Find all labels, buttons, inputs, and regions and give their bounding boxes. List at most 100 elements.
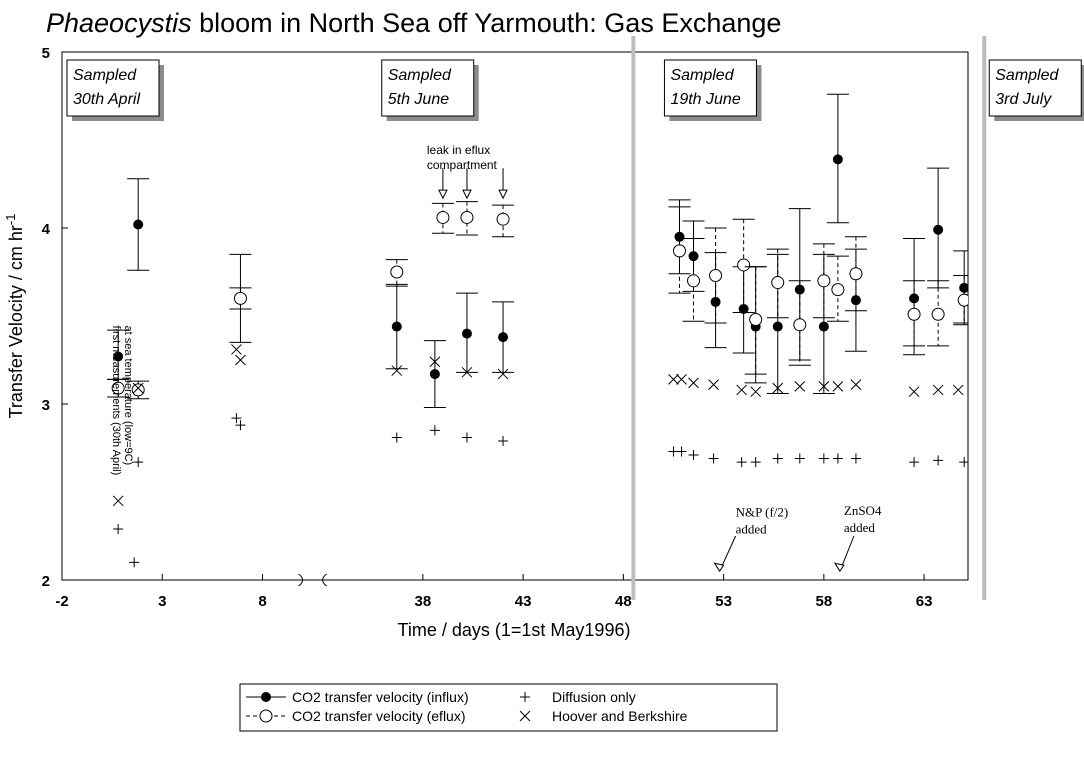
data-point-eflux — [831, 283, 845, 297]
data-point-influx — [738, 303, 749, 314]
data-point-eflux — [687, 274, 701, 288]
x-tick-label: 58 — [816, 593, 833, 610]
data-point-hoover — [850, 379, 862, 390]
data-point-hoover — [750, 386, 762, 398]
data-point-diffusion — [235, 420, 246, 431]
sample-box — [663, 59, 757, 117]
data-point-influx — [818, 321, 829, 332]
sample-box — [66, 59, 160, 117]
data-point-eflux — [737, 258, 751, 272]
annotation-leak-text: leak in eflux — [427, 143, 490, 157]
data-point-diffusion — [113, 523, 124, 534]
data-point-eflux — [771, 276, 785, 290]
data-point-diffusion — [231, 413, 242, 424]
data-point-diffusion — [498, 435, 509, 446]
legend-marker-influx — [261, 692, 271, 702]
annotation-zn-text: ZnSO4 — [844, 503, 882, 518]
annotation-arrowhead — [462, 189, 472, 200]
plot-area — [61, 51, 969, 581]
data-point-eflux — [907, 307, 921, 321]
data-point-diffusion — [832, 453, 843, 464]
series-2 — [113, 413, 968, 568]
data-point-diffusion — [461, 432, 472, 443]
data-point-hoover — [668, 374, 679, 385]
data-point-hoover — [235, 354, 246, 366]
data-point-eflux — [111, 381, 125, 395]
annotation-zn-text: added — [844, 520, 876, 535]
annotation-first-text: first measurements (30th April) — [110, 326, 122, 476]
y-tick-label: 4 — [42, 221, 51, 238]
legend-label: CO2 transfer velocity (eflux) — [292, 708, 466, 724]
data-point-influx — [113, 351, 124, 362]
data-point-eflux — [672, 244, 686, 258]
data-point-eflux — [496, 212, 510, 226]
sample-box — [988, 59, 1082, 117]
sample-box-line2: 5th June — [388, 91, 449, 108]
annotation-first-text: at sea temperature (low=9C) — [122, 326, 134, 466]
data-point-diffusion — [133, 457, 144, 468]
data-point-hoover — [708, 379, 719, 390]
data-point-eflux — [390, 265, 404, 279]
data-point-hoover — [969, 388, 979, 398]
data-point-eflux — [749, 313, 763, 327]
data-point-eflux — [131, 383, 145, 397]
data-point-diffusion — [909, 457, 920, 468]
x-tick-label: 3 — [158, 593, 166, 610]
y-tick-label: 2 — [42, 573, 50, 590]
sample-box-line2: 19th June — [670, 91, 740, 108]
x-tick-label: 48 — [615, 593, 632, 610]
legend-box — [239, 683, 778, 732]
sample-box-line1: Sampled — [388, 67, 452, 84]
data-point-diffusion — [850, 453, 861, 464]
y-axis-label-sup: -1 — [3, 214, 18, 226]
data-point-diffusion — [708, 453, 719, 464]
data-point-eflux — [957, 293, 968, 307]
x-tick-label: 8 — [258, 593, 266, 610]
y-tick-label: 5 — [42, 45, 50, 62]
axis-break-mark — [322, 573, 327, 587]
data-point-diffusion — [933, 455, 944, 466]
data-point-hoover — [391, 365, 403, 376]
series-3 — [112, 344, 979, 507]
sample-box-line1: Sampled — [995, 67, 1059, 84]
data-point-hoover — [952, 384, 964, 396]
data-point-hoover — [736, 384, 747, 396]
data-point-influx — [461, 328, 472, 339]
data-point-influx — [772, 321, 783, 332]
data-point-influx — [832, 154, 843, 165]
data-point-diffusion — [391, 432, 402, 443]
x-tick-label: 63 — [916, 593, 933, 610]
y-tick-label: 3 — [42, 397, 50, 414]
data-point-hoover — [461, 366, 473, 378]
data-point-eflux — [233, 291, 247, 305]
data-point-hoover — [932, 384, 944, 396]
sample-box — [381, 59, 475, 117]
annotation-leak-text: compartment — [427, 158, 498, 172]
data-point-diffusion — [129, 557, 140, 568]
data-point-diffusion — [688, 450, 699, 461]
data-point-eflux — [460, 210, 474, 224]
legend-label: Diffusion only — [552, 689, 636, 705]
data-point-diffusion — [736, 457, 747, 468]
x-tick-label: -2 — [55, 593, 68, 610]
y-axis-label: Transfer Velocity / cm hr-1 — [3, 214, 26, 419]
data-point-diffusion — [818, 453, 829, 464]
data-point-hoover — [676, 374, 687, 385]
x-axis-label: Time / days (1=1st May1996) — [398, 620, 631, 640]
annotation-arrowhead — [438, 189, 448, 200]
sample-box-line2: 3rd July — [995, 91, 1052, 108]
axis-break-mark — [298, 573, 304, 587]
page-title: Phaeocystis bloom in North Sea off Yarmo… — [46, 8, 781, 39]
x-tick-label: 53 — [715, 593, 732, 610]
data-point-diffusion — [794, 453, 805, 464]
data-point-hoover — [231, 344, 242, 355]
data-point-hoover — [688, 377, 699, 389]
data-point-influx — [429, 369, 440, 380]
x-tick-label: 43 — [515, 593, 532, 610]
data-point-hoover — [112, 495, 124, 507]
data-point-hoover — [908, 386, 920, 398]
data-point-hoover — [794, 381, 806, 392]
data-point-influx — [959, 282, 968, 293]
data-point-hoover — [429, 356, 441, 368]
data-point-influx — [498, 332, 509, 343]
